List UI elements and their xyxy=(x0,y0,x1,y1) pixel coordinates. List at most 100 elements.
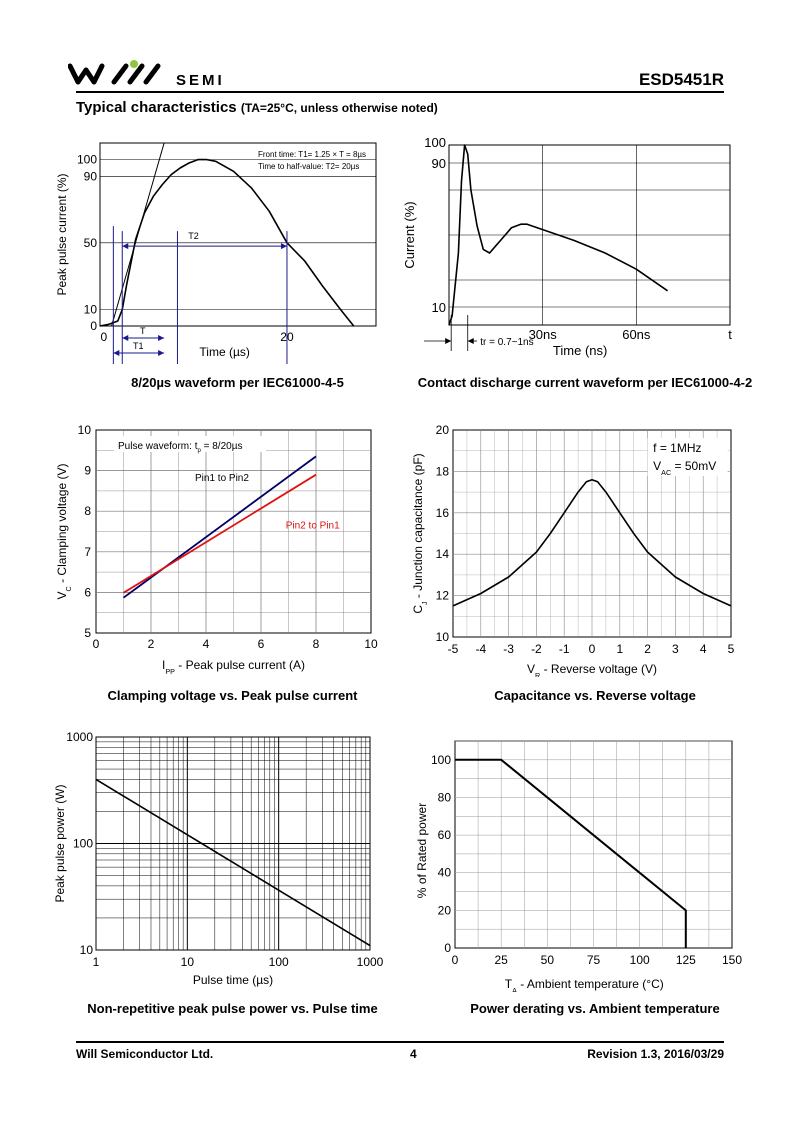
footer-page-number: 4 xyxy=(410,1047,417,1061)
annotation-label: T xyxy=(140,326,146,336)
x-tick-label: 10 xyxy=(364,637,378,651)
y-tick-label: 80 xyxy=(438,790,452,804)
x-tick-label: 4 xyxy=(700,642,707,656)
chart-power-derating: 0 25 50 75 100 125 150 0 20 40 60 80 100 TA - Ambient… xyxy=(415,740,742,992)
y-tick-label: 1000 xyxy=(66,730,93,744)
y-tick-label: 100 xyxy=(431,753,451,767)
y-axis-label: % of Rated power xyxy=(415,803,429,898)
y-tick-label: 40 xyxy=(438,866,452,880)
y-tick-label: 16 xyxy=(436,506,450,520)
x-tick-label: -5 xyxy=(448,642,459,656)
series-label: Pin2 to Pin1 xyxy=(286,520,340,531)
footer-company: Will Semiconductor Ltd. xyxy=(76,1047,214,1061)
x-tick-label: 1 xyxy=(616,642,623,656)
y-tick-label: 100 xyxy=(73,837,93,851)
x-axis-label: TA - Ambient temperature (°C) xyxy=(505,977,664,992)
x-tick-label: 125 xyxy=(676,953,696,967)
x-tick-label: 8 xyxy=(313,637,320,651)
chart-caption: 8/20µs waveform per IEC61000-4-5 xyxy=(131,375,344,390)
x-axis-label: Time (µs) xyxy=(199,345,249,359)
y-tick-label: 100 xyxy=(424,135,446,150)
annotation-label: T1 xyxy=(133,341,144,351)
y-tick-label: 100 xyxy=(77,153,97,167)
chart-caption: Clamping voltage vs. Peak pulse current xyxy=(107,688,358,703)
brand-name: SEMI xyxy=(176,72,225,89)
t-span-arrow-head xyxy=(158,335,165,341)
annotation-half-value: Time to half-value: T2= 20µs xyxy=(258,162,359,171)
x-tick-label: t xyxy=(728,327,732,342)
rise-time-arrow-head xyxy=(445,338,452,344)
footer-divider xyxy=(76,1041,724,1043)
section-condition: (TA=25°C, unless otherwise noted) xyxy=(240,101,438,115)
x-tick-label: 5 xyxy=(728,642,735,656)
x-tick-label: 2 xyxy=(148,637,155,651)
series-line xyxy=(448,144,669,326)
x-axis-label: Time (ns) xyxy=(553,343,607,358)
series-line xyxy=(123,473,317,594)
t1-span-arrow-head xyxy=(113,350,120,356)
annotation-vac: VAC = 50mV xyxy=(653,459,716,477)
y-tick-label: 12 xyxy=(436,589,450,603)
y-axis-label: CJ - Junction capacitance (pF) xyxy=(411,453,429,613)
y-tick-label: 90 xyxy=(432,156,446,171)
y-tick-label: 20 xyxy=(436,423,450,437)
x-tick-label: 150 xyxy=(722,953,742,967)
chart-contact-discharge: 10 90 100 30ns 60ns t Time (ns) Current (%) tr =… xyxy=(402,135,732,358)
y-tick-label: 0 xyxy=(90,319,97,333)
chart-caption: Non-repetitive peak pulse power vs. Puls… xyxy=(87,1001,378,1016)
x-tick-label: 6 xyxy=(258,637,265,651)
section-title: Typical characteristics (TA=25°C, unless… xyxy=(76,99,438,116)
x-axis-label: VR - Reverse voltage (V) xyxy=(527,662,657,677)
x-tick-label: 0 xyxy=(452,953,459,967)
x-tick-label: 30ns xyxy=(529,327,558,342)
series-line xyxy=(455,758,687,948)
chart-caption: Capacitance vs. Reverse voltage xyxy=(494,688,696,703)
x-tick-label: 3 xyxy=(672,642,679,656)
y-tick-label: 6 xyxy=(84,585,91,599)
company-logo xyxy=(68,60,161,85)
y-axis-label: VC - Clamping voltage (V) xyxy=(55,464,73,600)
annotation-bg xyxy=(647,438,728,476)
y-tick-label: 7 xyxy=(84,545,91,559)
x-tick-label: -1 xyxy=(559,642,570,656)
part-number: ESD5451R xyxy=(638,70,724,89)
front-tangent-line xyxy=(111,142,165,327)
y-tick-label: 9 xyxy=(84,464,91,478)
chart-caption: Power derating vs. Ambient temperature xyxy=(470,1001,720,1016)
x-axis-label: Pulse time (µs) xyxy=(193,973,273,987)
x-tick-label: 75 xyxy=(587,953,601,967)
x-tick-label: 1 xyxy=(93,955,100,969)
y-tick-label: 8 xyxy=(84,504,91,518)
y-tick-label: 50 xyxy=(84,236,98,250)
y-tick-label: 20 xyxy=(438,903,452,917)
footer-revision: Revision 1.3, 2016/03/29 xyxy=(587,1047,724,1061)
t2-span-arrow-head xyxy=(122,243,129,250)
annotation-label: T2 xyxy=(188,231,199,241)
x-tick-label: 0 xyxy=(93,637,100,651)
y-tick-label: 5 xyxy=(84,626,91,640)
chart-clamping-voltage: 0 2 4 6 8 10 5 6 7 8 9 10 IPP - Peak pulse current (… xyxy=(55,423,378,676)
annotation-rise-time: tr = 0.7~1ns xyxy=(480,337,533,348)
y-axis-label: Peak pulse power (W) xyxy=(53,784,67,902)
y-tick-label: 10 xyxy=(436,630,450,644)
x-tick-label: 25 xyxy=(494,953,508,967)
series-line xyxy=(95,778,371,947)
series-line xyxy=(452,478,732,607)
x-tick-label: 1000 xyxy=(357,955,384,969)
chart-caption: Contact discharge current waveform per I… xyxy=(417,375,753,390)
y-tick-label: 10 xyxy=(80,943,94,957)
y-axis-label: Current (%) xyxy=(402,201,417,268)
x-axis-label: IPP - Peak pulse current (A) xyxy=(162,658,305,676)
t1-span-arrow-head xyxy=(158,350,165,356)
x-tick-label: 4 xyxy=(203,637,210,651)
x-tick-label: -2 xyxy=(531,642,542,656)
rise-time-arrow-head xyxy=(467,338,474,344)
x-tick-label: 0 xyxy=(101,330,108,344)
annotation-bg xyxy=(114,436,266,452)
section-title-text: Typical characteristics xyxy=(76,99,237,116)
plot-frame xyxy=(99,142,377,327)
x-tick-label: -3 xyxy=(503,642,514,656)
